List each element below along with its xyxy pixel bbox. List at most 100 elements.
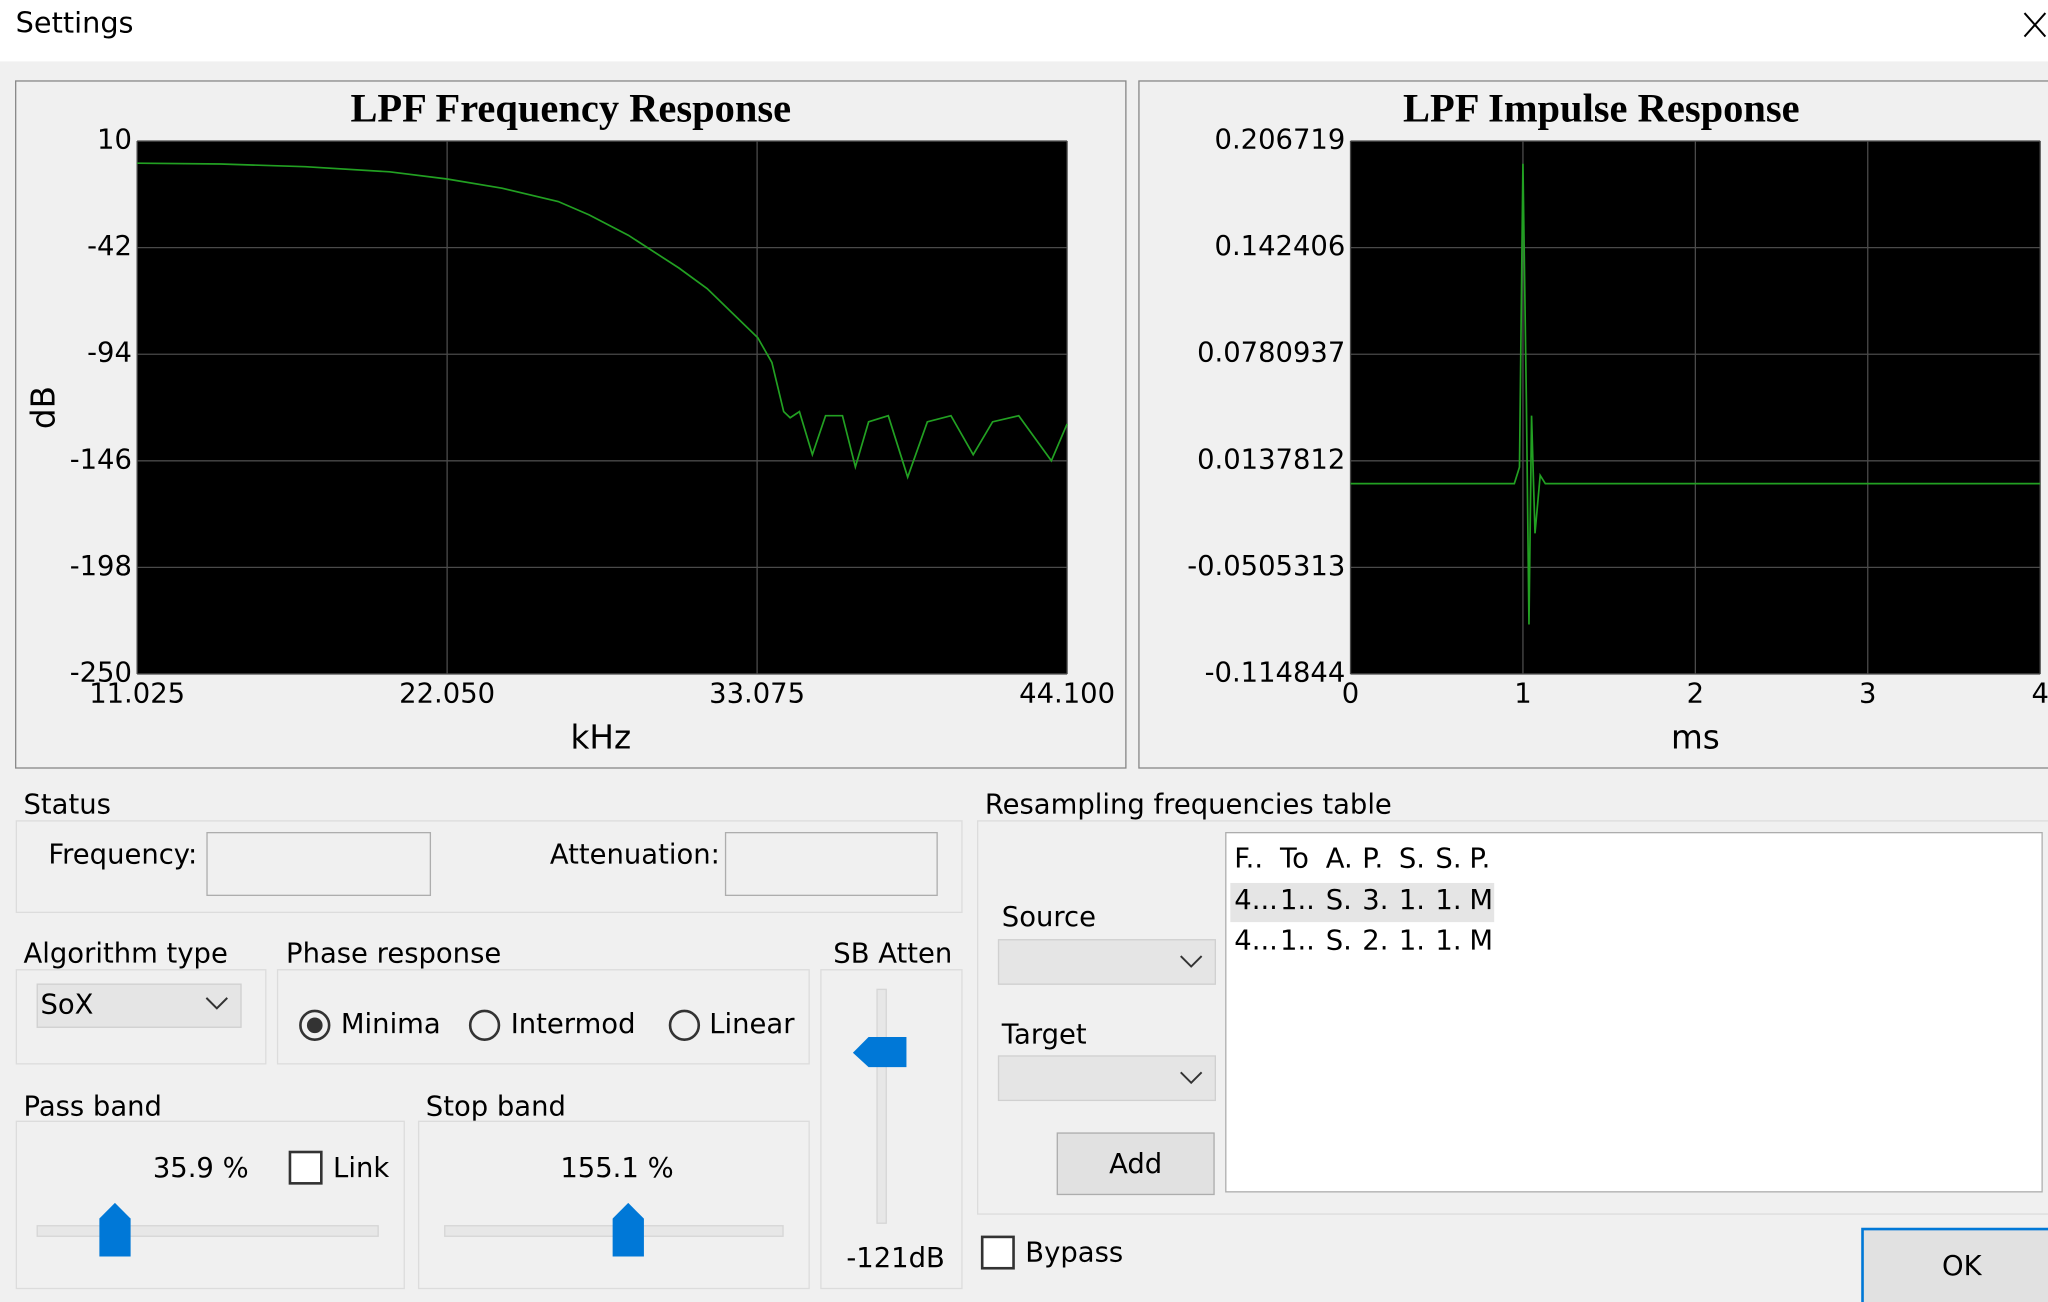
x-tick-label: 22.050 (399, 678, 495, 709)
radio-label[interactable]: Intermod (510, 1008, 636, 1040)
x-tick-label: 2 (1687, 678, 1704, 709)
close-button[interactable] (2022, 10, 2048, 39)
x-tick-label: 44.100 (1019, 678, 1115, 709)
group-label: Resampling frequencies table (984, 788, 1392, 821)
table-cell: S. (1325, 884, 1352, 916)
checkbox[interactable] (980, 1235, 1015, 1270)
target-select[interactable] (997, 1055, 1216, 1102)
value-label: 155.1 % (560, 1151, 674, 1184)
table-cell: M (1469, 924, 1494, 957)
table-cell: 1. (1398, 924, 1426, 957)
radio-button[interactable] (668, 1009, 701, 1041)
table-cell: S. (1398, 842, 1425, 874)
algorithm-select[interactable] (36, 983, 242, 1028)
radio-button[interactable] (299, 1009, 331, 1041)
y-tick-label: -250 (70, 657, 132, 688)
table-cell: 3. (1362, 884, 1389, 916)
dropdown-arrow (205, 997, 228, 1010)
table-cell: P. (1362, 842, 1384, 874)
table-cell: A. (1325, 842, 1353, 874)
plot-area (137, 141, 1068, 674)
slider-thumb[interactable] (852, 1037, 908, 1068)
radio-label[interactable]: Linear (709, 1008, 795, 1040)
value-label: 35.9 % (152, 1151, 249, 1184)
x-tick-label: 33.075 (709, 678, 805, 709)
x-tick-label: 11.025 (89, 678, 185, 709)
group-label: Status (23, 788, 111, 821)
group-label: Algorithm type (23, 937, 228, 970)
x-tick-label: 0 (1342, 678, 1359, 709)
frequency-field[interactable] (206, 831, 432, 896)
y-tick-label: -0.114844 (1205, 657, 1346, 688)
group-label: SB Atten (833, 937, 953, 970)
group-box (276, 969, 810, 1065)
y-tick-label: 0.142406 (1215, 231, 1346, 262)
table-cell: 4... (1234, 884, 1278, 916)
label: Attenuation: (549, 838, 720, 870)
group-box (976, 820, 2048, 1215)
dropdown-arrow (1180, 1071, 1203, 1085)
slider-track (876, 988, 887, 1224)
table-cell: 4... (1234, 924, 1278, 957)
group-label: Phase response (286, 937, 502, 970)
table-cell: P. (1469, 842, 1491, 874)
table-cell: S. (1435, 842, 1462, 874)
group-box (820, 969, 963, 1290)
group-box (417, 1120, 810, 1290)
checkbox[interactable] (288, 1150, 323, 1185)
table-cell: 1. (1435, 924, 1462, 957)
source-select[interactable] (997, 939, 1216, 985)
y-tick-label: 10 (97, 125, 132, 156)
title-bar (0, 0, 2048, 62)
data-line (137, 162, 1068, 480)
label: Source (1001, 901, 1097, 933)
y-tick-label: -146 (70, 444, 132, 475)
table-cell: 2. (1362, 924, 1389, 957)
table-cell: 1.. (1279, 884, 1315, 916)
x-tick-label: 4 (2031, 678, 2048, 709)
radio-label[interactable]: Minima (340, 1008, 441, 1040)
x-axis-label: kHz (571, 718, 632, 756)
table-cell: 1. (1435, 884, 1462, 916)
y-axis-label: dB (25, 386, 63, 429)
attenuation-field[interactable] (724, 831, 938, 896)
group-label: Stop band (425, 1090, 566, 1122)
data-line (1350, 163, 2041, 625)
slider-thumb[interactable] (99, 1202, 132, 1258)
group-box (15, 1120, 405, 1290)
x-tick-label: 1 (1514, 678, 1531, 709)
add-button[interactable]: Add (1056, 1132, 1215, 1196)
window-title: Settings (15, 7, 134, 41)
radio-button[interactable] (468, 1009, 501, 1041)
x-tick-label: 3 (1859, 678, 1876, 709)
label: Frequency: (48, 838, 198, 870)
value-label: -121dB (846, 1242, 945, 1274)
chart-title: LPF Frequency Response (350, 86, 791, 131)
y-tick-label: 0.0780937 (1197, 338, 1345, 369)
group-label: Pass band (23, 1090, 162, 1122)
x-axis-label: ms (1671, 718, 1720, 756)
slider-thumb[interactable] (612, 1202, 646, 1258)
row-highlight (1230, 882, 1495, 923)
y-tick-label: -94 (87, 338, 132, 369)
dropdown-arrow (1180, 955, 1203, 968)
checkbox-label[interactable]: Bypass (1025, 1236, 1124, 1269)
y-tick-label: 0.206719 (1215, 125, 1346, 156)
ok-button[interactable]: OK (1861, 1227, 2048, 1302)
y-tick-label: -0.0505313 (1187, 551, 1345, 582)
chart-title: LPF Impulse Response (1403, 86, 1800, 131)
table-cell: M (1469, 884, 1494, 916)
table-cell: F.. (1234, 842, 1264, 874)
group-box (15, 820, 963, 913)
selected-value: SoX (40, 988, 94, 1021)
table-cell: S. (1325, 924, 1352, 957)
y-tick-label: 0.0137812 (1197, 444, 1345, 475)
group-box (15, 969, 267, 1065)
slider-track (36, 1225, 379, 1237)
frequency-table: F.. To A. P. S. S. P. 4... 1.. S. 3. 1. 1. M 4... 1.. S.… (1225, 831, 2043, 1193)
y-tick-label: -198 (70, 551, 132, 582)
checkbox-label[interactable]: Link (333, 1151, 390, 1184)
